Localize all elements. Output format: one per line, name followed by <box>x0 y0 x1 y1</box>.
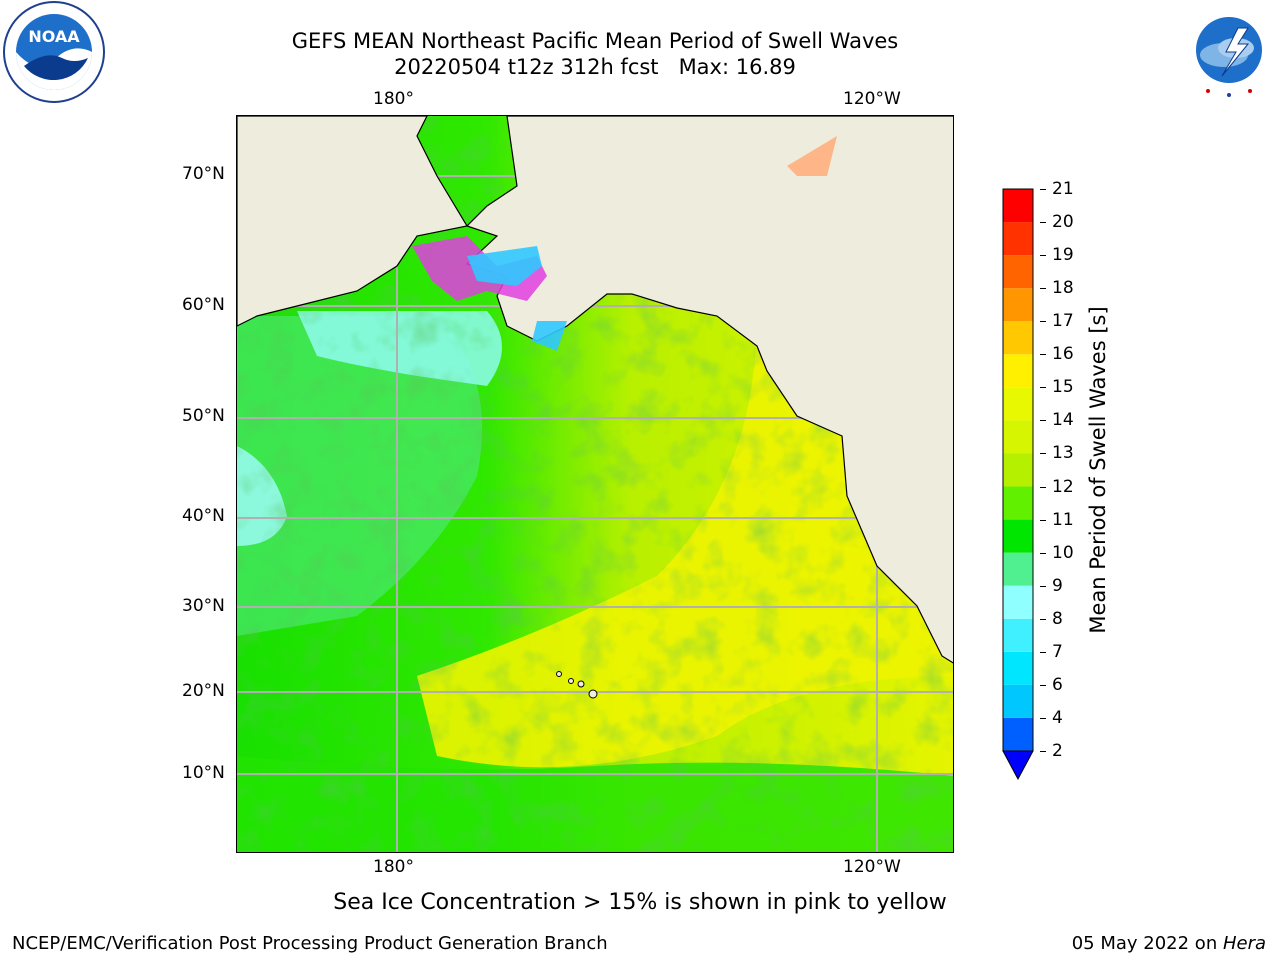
footer-host: Hera <box>1222 933 1266 954</box>
colorbar-bin-7 <box>1003 486 1033 520</box>
colorbar-tick-mark <box>1040 618 1046 620</box>
colorbar-bin-6 <box>1003 519 1033 553</box>
colorbar-bin-1 <box>1003 684 1033 718</box>
colorbar-bin-2 <box>1003 651 1033 685</box>
colorbar-bin-10 <box>1003 387 1033 421</box>
colorbar-bin-0 <box>1003 717 1033 751</box>
colorbar-tick-mark <box>1040 684 1046 686</box>
colorbar-label: Mean Period of Swell Waves [s] <box>1086 306 1110 634</box>
colorbar-bin-13 <box>1003 288 1033 322</box>
chart-subtitle: 20220504 t12z 312h fcst Max: 16.89 <box>394 55 796 79</box>
colorbar-bin-15 <box>1003 222 1033 256</box>
colorbar-tick-10: 10 <box>1052 542 1074 563</box>
lat-label-70n: 70°N <box>182 164 225 184</box>
lon-label-top-120w: 120°W <box>843 89 901 109</box>
colorbar-tick-15: 15 <box>1052 377 1074 398</box>
colorbar-tick-14: 14 <box>1052 410 1074 431</box>
sea-ice-fringe <box>412 136 837 351</box>
colorbar-bin-16 <box>1003 189 1033 223</box>
colorbar-tick-2: 2 <box>1052 741 1063 761</box>
colorbar-tick-21: 21 <box>1052 179 1074 199</box>
hawaiian-islands <box>556 671 598 699</box>
colorbar-tick-mark <box>1040 552 1046 554</box>
colorbar-tick-mark <box>1040 420 1046 422</box>
colorbar-tick-4: 4 <box>1052 707 1063 728</box>
colorbar-tick-19: 19 <box>1052 245 1074 266</box>
lon-label-bottom-180: 180° <box>373 857 414 877</box>
colorbar-bin-8 <box>1003 453 1033 487</box>
colorbar-tick-mark <box>1040 519 1046 521</box>
sea-ice-note: Sea Ice Concentration > 15% is shown in … <box>333 890 947 915</box>
colorbar-tick-mark <box>1040 321 1046 323</box>
colorbar <box>1002 188 1034 781</box>
lat-label-20n: 20°N <box>182 681 225 701</box>
footer-date-text: 05 May 2022 on <box>1071 933 1223 954</box>
colorbar-tick-mark <box>1040 189 1046 190</box>
colorbar-under-arrow <box>1002 750 1034 781</box>
noaa-logo: NOAA <box>3 1 105 103</box>
nws-logo <box>1181 2 1277 98</box>
noaa-logo-text: NOAA <box>28 27 80 46</box>
lon-label-top-180: 180° <box>373 89 414 109</box>
lat-label-60n: 60°N <box>182 295 225 315</box>
colorbar-bin-11 <box>1003 354 1033 388</box>
colorbar-tick-mark <box>1040 751 1046 752</box>
colorbar-tick-17: 17 <box>1052 311 1074 332</box>
colorbar-tick-18: 18 <box>1052 278 1074 299</box>
swell-period-map <box>237 116 953 852</box>
map-panel <box>236 115 954 853</box>
colorbar-bin-4 <box>1003 585 1033 619</box>
colorbar-tick-11: 11 <box>1052 509 1074 530</box>
colorbar-tick-mark <box>1040 387 1046 389</box>
colorbar-tick-mark <box>1040 717 1046 719</box>
lat-label-10n: 10°N <box>182 763 225 783</box>
lon-label-bottom-120w: 120°W <box>843 857 901 877</box>
colorbar-tick-mark <box>1040 222 1046 224</box>
colorbar-swatches <box>1002 188 1034 781</box>
land-chukotka <box>237 116 468 327</box>
lat-label-40n: 40°N <box>182 506 225 526</box>
colorbar-tick-6: 6 <box>1052 674 1063 695</box>
footer-date: 05 May 2022 on Hera <box>1072 933 1266 954</box>
colorbar-tick-7: 7 <box>1052 641 1063 662</box>
colorbar-bin-3 <box>1003 618 1033 652</box>
footer-credit: NCEP/EMC/Verification Post Processing Pr… <box>12 933 608 954</box>
colorbar-tick-mark <box>1040 354 1046 356</box>
colorbar-tick-8: 8 <box>1052 608 1063 629</box>
colorbar-tick-labels: 2 4 6 7 8 9 10 11 12 13 14 15 16 17 18 19 20 21 <box>1040 179 1100 770</box>
colorbar-bin-12 <box>1003 321 1033 355</box>
colorbar-tick-mark <box>1040 255 1046 257</box>
colorbar-tick-mark <box>1040 651 1046 653</box>
colorbar-tick-mark <box>1040 486 1046 488</box>
lat-label-50n: 50°N <box>182 406 225 426</box>
colorbar-tick-mark <box>1040 453 1046 455</box>
colorbar-tick-13: 13 <box>1052 443 1074 464</box>
colorbar-bin-14 <box>1003 255 1033 289</box>
colorbar-tick-20: 20 <box>1052 212 1074 233</box>
colorbar-tick-mark <box>1040 585 1046 587</box>
colorbar-tick-12: 12 <box>1052 476 1074 497</box>
land-north-america <box>465 116 953 664</box>
colorbar-tick-16: 16 <box>1052 344 1074 365</box>
colorbar-bin-5 <box>1003 552 1033 586</box>
colorbar-bin-9 <box>1003 420 1033 454</box>
lat-label-30n: 30°N <box>182 596 225 616</box>
colorbar-tick-mark <box>1040 288 1046 290</box>
colorbar-tick-9: 9 <box>1052 575 1063 596</box>
chart-title: GEFS MEAN Northeast Pacific Mean Period … <box>291 29 899 53</box>
